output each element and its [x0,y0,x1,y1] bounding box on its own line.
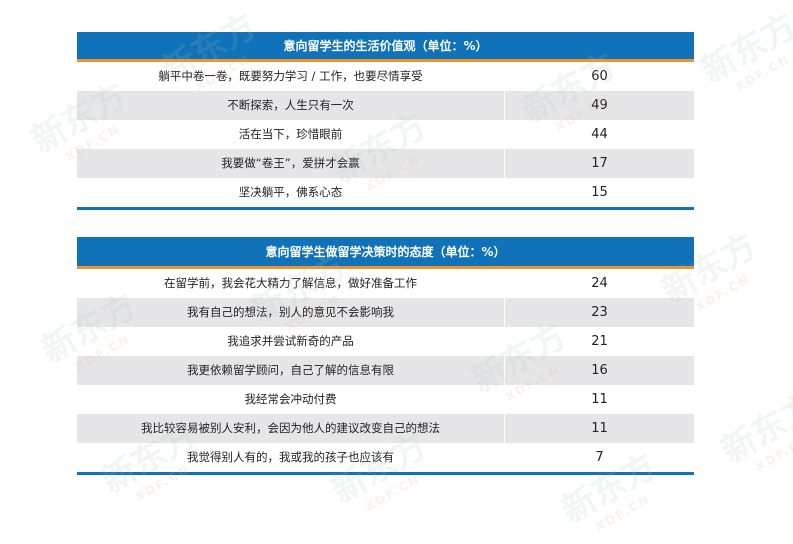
table-row: 我比较容易被别人安利，会因为他人的建议改变自己的想法 11 [77,414,694,443]
decision-attitude-table: 意向留学生做留学决策时的态度（单位：%） 在留学前，我会花大精力了解信息，做好准… [77,237,694,475]
table-row: 我觉得别人有的，我或我的孩子也应该有 7 [77,443,694,472]
row-value: 17 [591,156,608,171]
table-title: 意向留学生的生活价值观（单位：%） [77,32,694,62]
table-bottom-rule [77,207,694,210]
row-value: 15 [591,185,608,200]
table-row: 我经常会冲动付费 11 [77,385,694,414]
row-value: 7 [595,450,604,465]
row-value: 11 [591,392,608,407]
row-label: 我追求并尝试新奇的产品 [77,327,505,356]
row-value: 11 [591,421,608,436]
table-row: 坚决躺平，佛系心态 15 [77,178,694,207]
table-bottom-rule [77,472,694,475]
row-value: 21 [591,334,608,349]
row-label: 坚决躺平，佛系心态 [77,178,505,207]
table-row: 我要做“卷王”，爱拼才会赢 17 [77,149,694,178]
row-label: 我要做“卷王”，爱拼才会赢 [77,149,505,178]
row-label: 活在当下，珍惜眼前 [77,120,505,149]
table-row: 我更依赖留学顾问，自己了解的信息有限 16 [77,356,694,385]
table-row: 在留学前，我会花大精力了解信息，做好准备工作 24 [77,269,694,298]
row-value: 16 [591,363,608,378]
row-value: 49 [591,98,608,113]
life-values-table: 意向留学生的生活价值观（单位：%） 躺平中卷一卷，既要努力学习 / 工作，也要尽… [77,32,694,210]
table-row: 活在当下，珍惜眼前 44 [77,120,694,149]
row-value: 44 [591,127,608,142]
table-title: 意向留学生做留学决策时的态度（单位：%） [77,237,694,269]
row-label: 躺平中卷一卷，既要努力学习 / 工作，也要尽情享受 [77,62,505,91]
row-value: 23 [591,305,608,320]
row-value: 60 [591,69,608,84]
table-row: 我有自己的想法，别人的意见不会影响我 23 [77,298,694,327]
table-row: 我追求并尝试新奇的产品 21 [77,327,694,356]
row-label: 我比较容易被别人安利，会因为他人的建议改变自己的想法 [77,414,505,443]
row-label: 不断探索，人生只有一次 [77,91,505,120]
row-label: 在留学前，我会花大精力了解信息，做好准备工作 [77,269,505,298]
row-value: 24 [591,276,608,291]
row-label: 我更依赖留学顾问，自己了解的信息有限 [77,356,505,385]
row-label: 我有自己的想法，别人的意见不会影响我 [77,298,505,327]
table-row: 不断探索，人生只有一次 49 [77,91,694,120]
table-row: 躺平中卷一卷，既要努力学习 / 工作，也要尽情享受 60 [77,62,694,91]
row-label: 我觉得别人有的，我或我的孩子也应该有 [77,443,505,472]
row-label: 我经常会冲动付费 [77,385,505,414]
